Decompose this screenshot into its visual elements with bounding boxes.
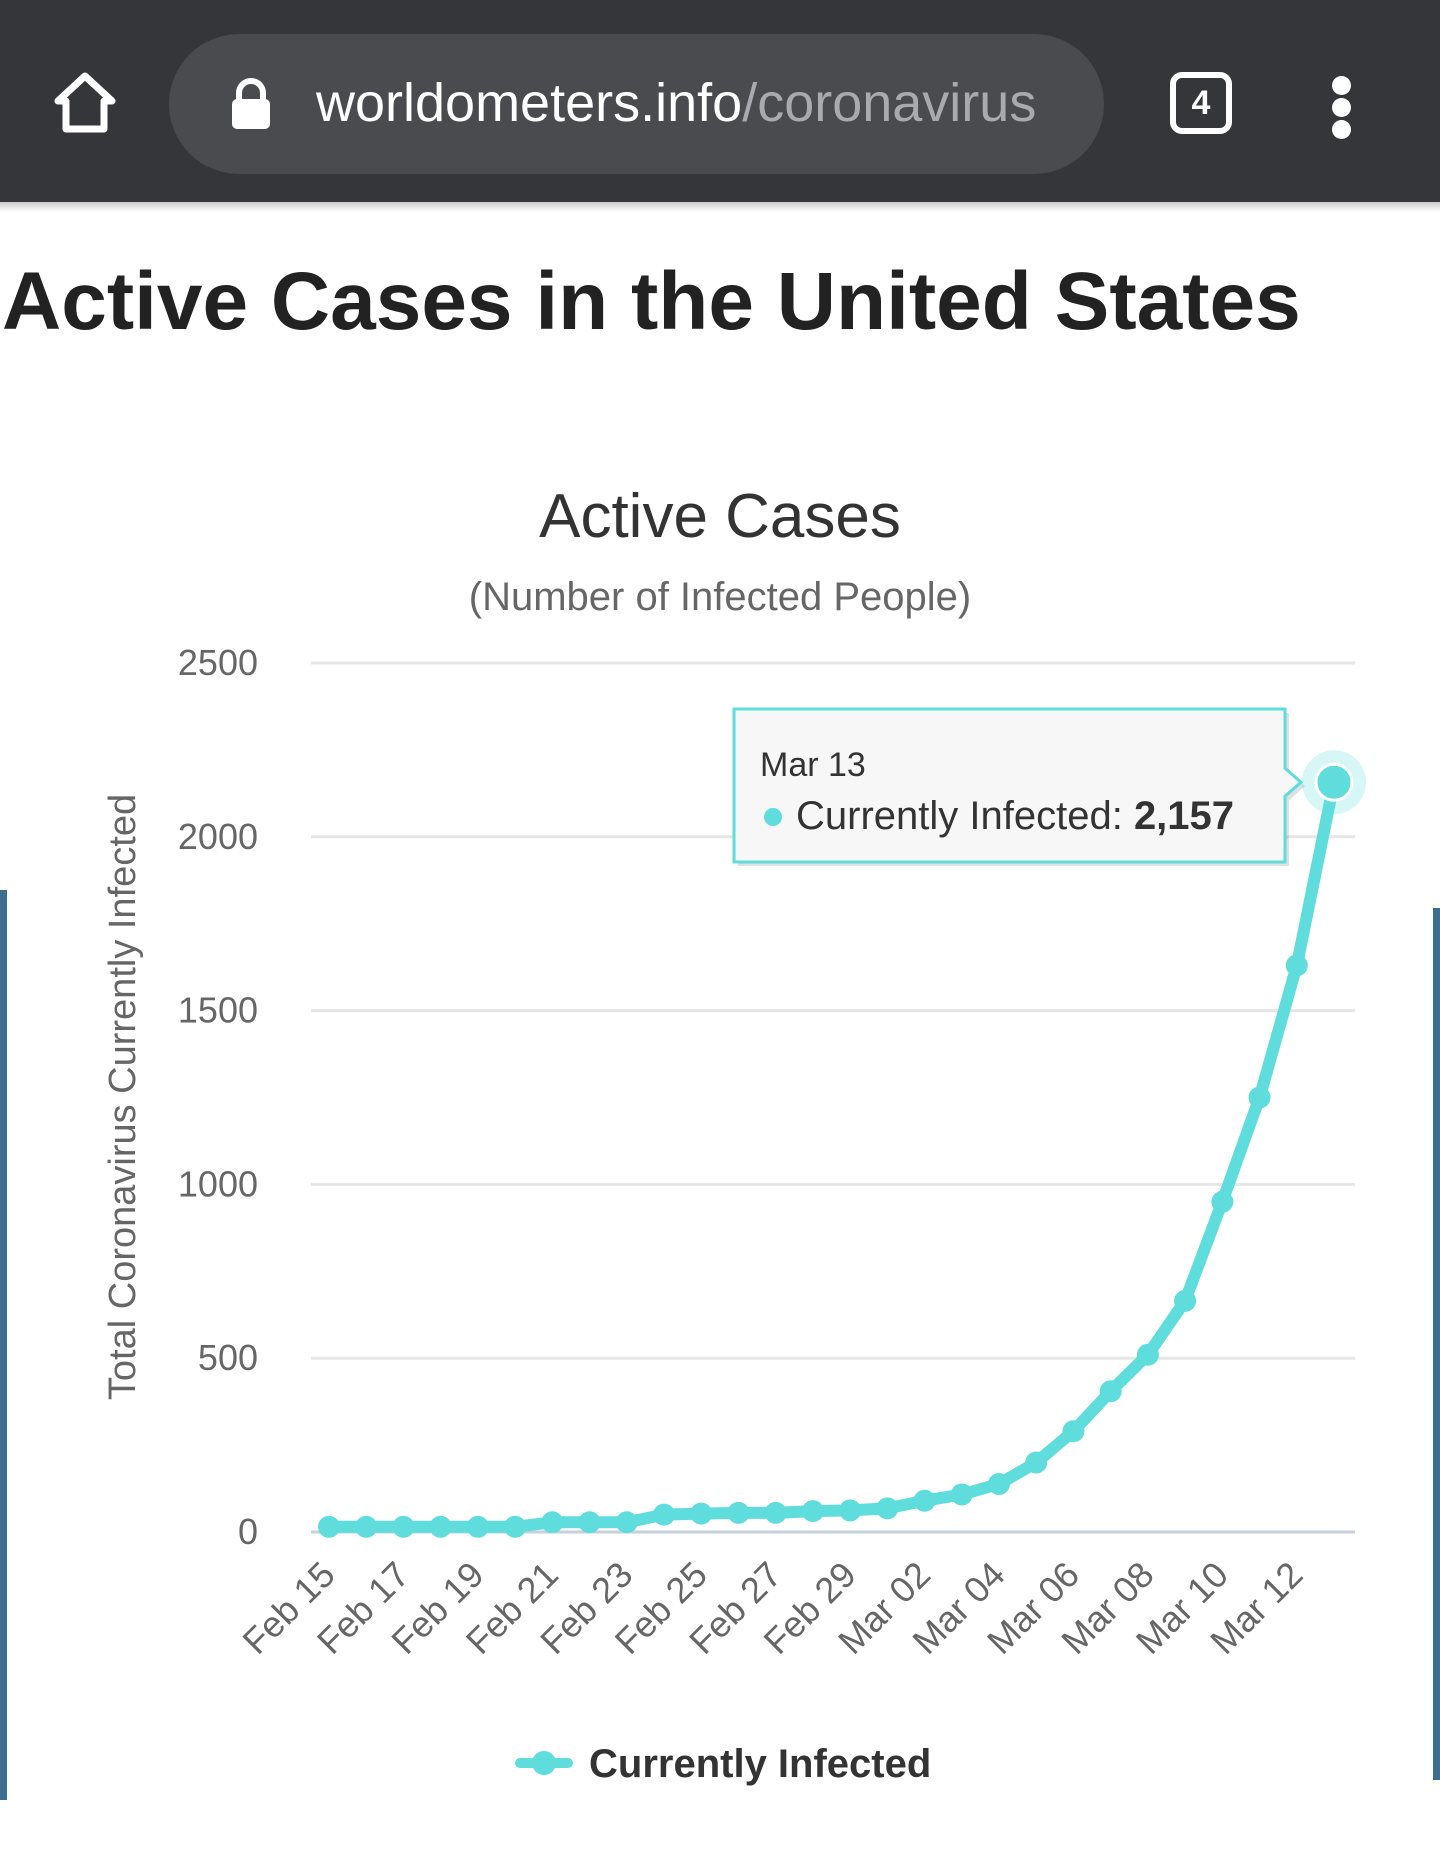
data-point — [764, 1501, 787, 1524]
data-point — [1248, 1086, 1271, 1109]
chart-title: Active Cases — [539, 482, 901, 551]
data-point — [1136, 1343, 1159, 1366]
chart-subtitle: (Number of Infected People) — [469, 575, 971, 619]
data-point — [392, 1515, 415, 1538]
tooltip-box — [732, 707, 1304, 864]
data-point — [504, 1515, 527, 1538]
data-point — [988, 1473, 1010, 1496]
y-tick-label: 1500 — [178, 990, 258, 1031]
home-button[interactable] — [40, 58, 130, 148]
url-path: /coronavirus — [742, 73, 1037, 133]
data-point — [727, 1501, 750, 1524]
data-point — [355, 1515, 378, 1538]
data-point — [690, 1502, 713, 1525]
url-domain: worldometers.info — [316, 73, 743, 133]
page-title: Active Cases in the United States — [2, 256, 1301, 347]
tab-switcher-button[interactable]: 4 — [1170, 72, 1232, 134]
data-point — [578, 1511, 601, 1534]
data-point — [1285, 954, 1308, 977]
data-point — [876, 1497, 899, 1520]
data-point — [653, 1503, 675, 1526]
home-icon — [54, 72, 116, 133]
more-vert-icon[interactable] — [1320, 68, 1364, 140]
data-point — [1099, 1380, 1122, 1403]
address-bar[interactable]: worldometers.info/coronavirus — [169, 34, 1104, 174]
y-axis-label: Total Coronavirus Currently Infected — [102, 794, 144, 1400]
y-tick-label: 0 — [238, 1511, 258, 1552]
toolbar-shadow — [0, 202, 1440, 212]
y-tick-label: 1000 — [178, 1163, 258, 1204]
active-cases-chart: Active Cases (Number of Infected People) 0… — [102, 482, 1366, 1786]
y-tick-label: 500 — [198, 1337, 258, 1378]
legend-label-currently-infected[interactable]: Currently Infected — [589, 1742, 931, 1786]
data-point — [1174, 1289, 1197, 1312]
browser-toolbar: worldometers.info/coronavirus 4 — [0, 0, 1440, 202]
data-point — [950, 1483, 973, 1506]
data-point — [1025, 1451, 1048, 1474]
lock-icon — [232, 78, 270, 129]
data-point — [1062, 1420, 1085, 1443]
data-point — [466, 1515, 489, 1538]
data-point — [801, 1500, 824, 1523]
data-point — [318, 1515, 340, 1538]
right-edge-bar — [1433, 908, 1440, 1780]
data-point — [429, 1515, 452, 1538]
tooltip-date: Mar 13 — [760, 746, 866, 784]
data-point — [615, 1511, 638, 1534]
data-point — [839, 1499, 862, 1522]
y-tick-label: 2500 — [178, 642, 258, 683]
series-line-currently-infected — [323, 776, 1340, 1533]
data-point — [1211, 1190, 1234, 1213]
y-tick-label: 2000 — [178, 816, 258, 857]
tooltip-label: Currently Infected: — [796, 794, 1134, 838]
tooltip-series-marker — [764, 808, 782, 826]
left-edge-bar — [0, 890, 7, 1800]
url-text: worldometers.info/coronavirus — [316, 68, 1076, 138]
data-point — [541, 1511, 564, 1534]
tooltip-text: Currently Infected: 2,157 — [796, 794, 1234, 838]
data-point-highlighted — [1314, 762, 1354, 802]
legend-marker — [532, 1751, 556, 1775]
tooltip-value: 2,157 — [1134, 794, 1234, 838]
data-point — [913, 1489, 936, 1512]
